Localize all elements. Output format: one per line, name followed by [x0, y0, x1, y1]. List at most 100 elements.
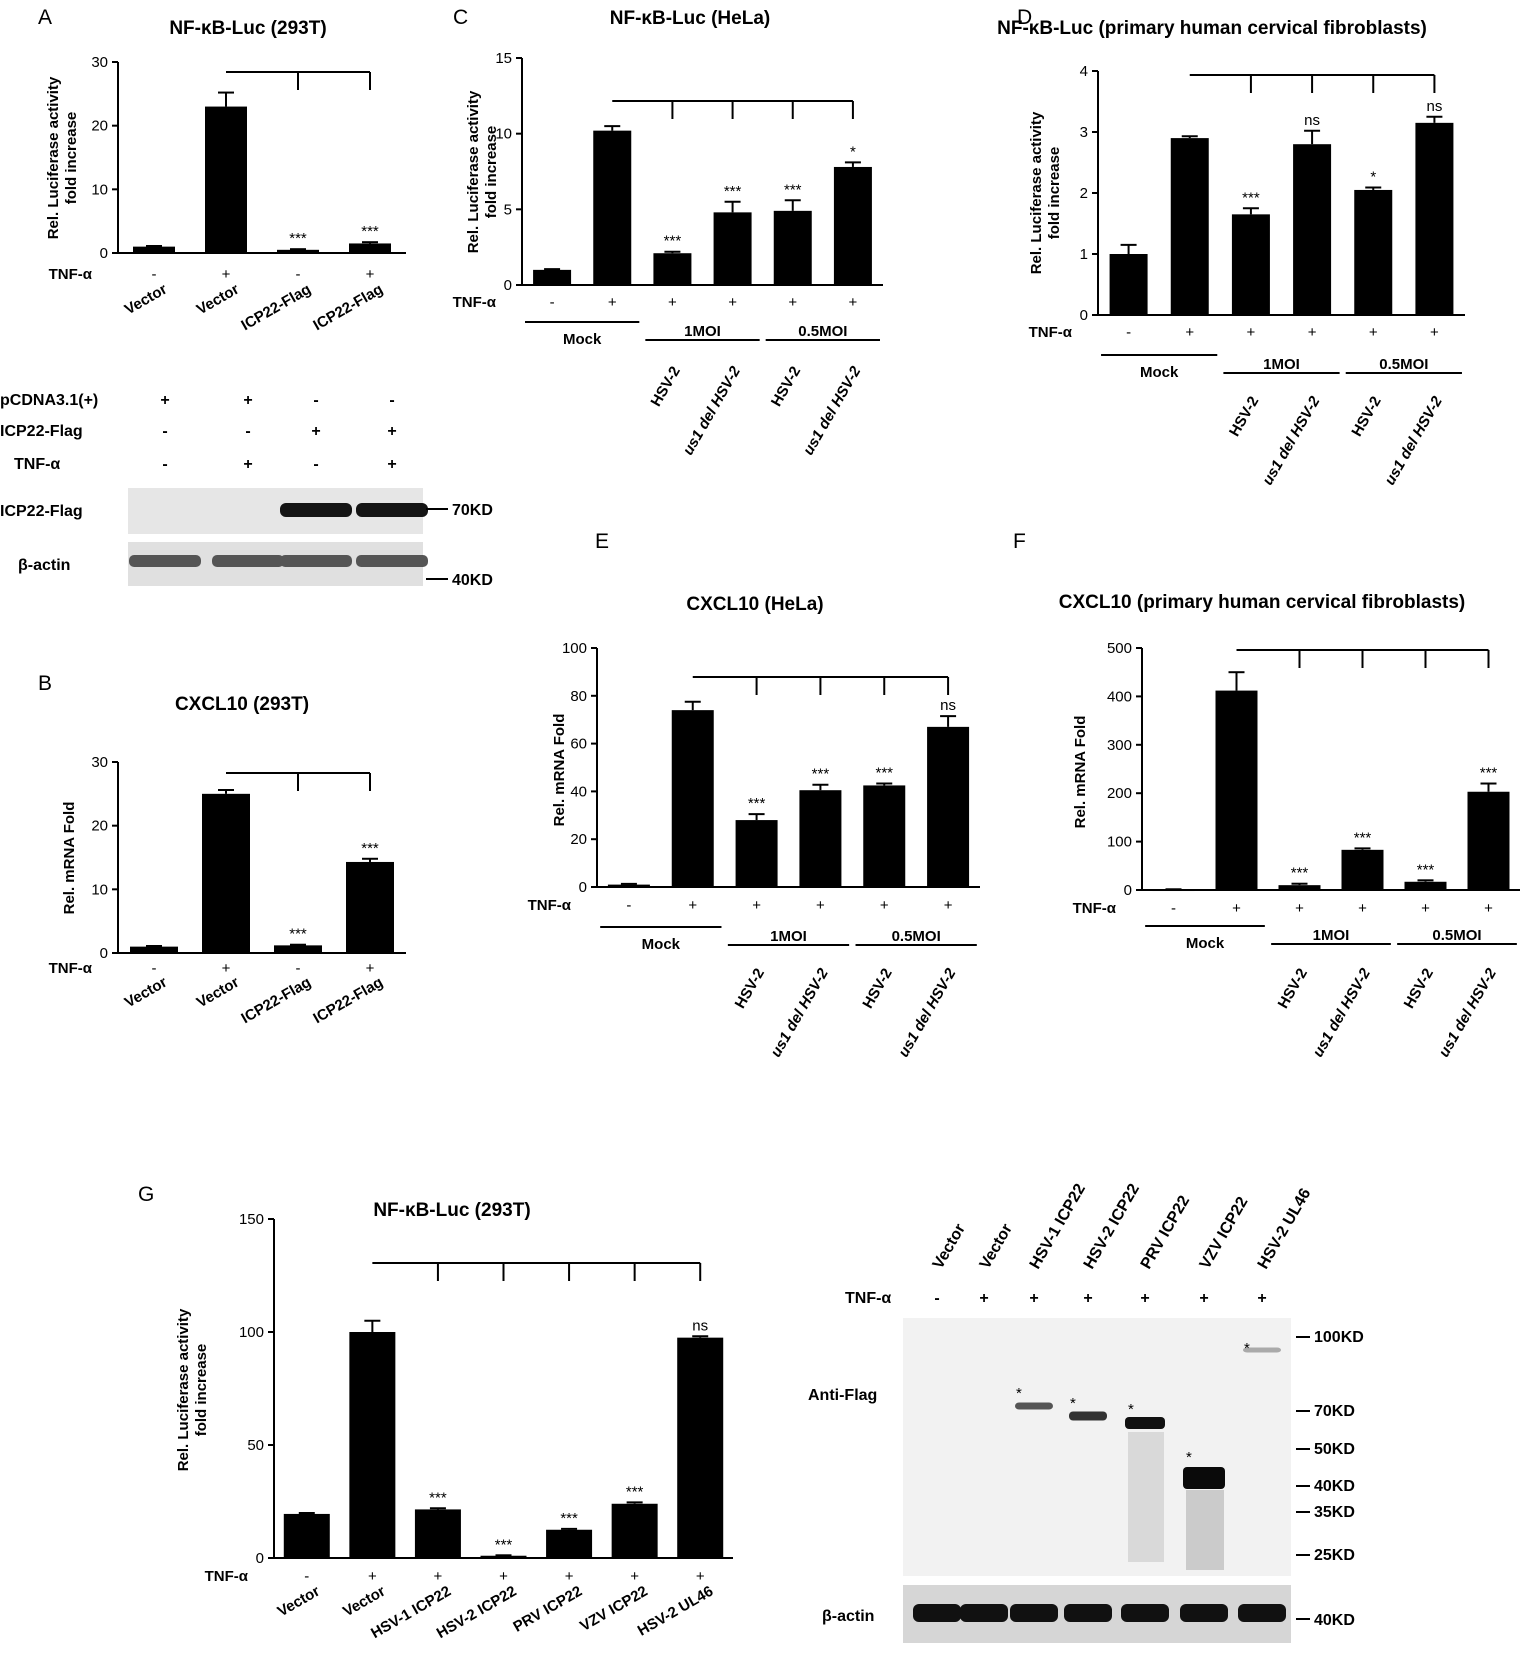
significance-mark: ***	[361, 223, 379, 240]
blot-band	[1180, 1604, 1228, 1622]
bar	[1404, 881, 1447, 890]
y-axis-label: Rel. mRNA Fold	[61, 802, 78, 915]
marker-label: 70KD	[452, 502, 493, 519]
marker-label: 35KD	[1314, 1504, 1355, 1521]
x-category-label: ICP22-Flag	[238, 281, 314, 334]
blot-band	[356, 503, 428, 517]
bar	[349, 243, 391, 253]
treatment-label: TNF-α	[528, 897, 572, 914]
significance-mark: ***	[748, 795, 766, 812]
significance-mark: ***	[1480, 765, 1498, 782]
y-tick-label: 4	[1080, 63, 1088, 80]
significance-mark: *	[1370, 169, 1376, 186]
y-tick-label: 10	[495, 126, 512, 143]
bar	[735, 820, 778, 887]
y-tick-label: 1	[1080, 246, 1088, 263]
blot-band	[1183, 1467, 1225, 1489]
blot-row-sign: -	[313, 456, 318, 473]
bar	[283, 1513, 330, 1558]
blot-smear	[1128, 1432, 1164, 1562]
blot-band-label: ICP22-Flag	[0, 503, 83, 520]
bar	[1354, 189, 1393, 315]
group-label: 0.5MOI	[1432, 927, 1481, 944]
treatment-sign: +	[1484, 900, 1493, 917]
x-category-label: Vector	[194, 281, 242, 319]
blot-band	[280, 503, 352, 517]
significance-mark: ***	[784, 181, 802, 198]
y-tick-label: 100	[239, 1324, 264, 1341]
treatment-sign: -	[550, 294, 555, 311]
significance-mark: *	[850, 143, 856, 160]
blot-row-sign: +	[243, 392, 252, 409]
lane-treatment-sign: -	[934, 1290, 939, 1307]
y-axis-label-line: Rel. mRNA Fold	[1072, 716, 1089, 829]
y-tick-label: 30	[91, 54, 108, 71]
lane-treatment-sign: +	[1140, 1290, 1149, 1307]
y-axis-label-line: Rel. Luciferase activity	[1028, 111, 1045, 274]
y-axis-label-line: Rel. Luciferase activity	[45, 76, 62, 239]
treatment-sign: -	[1171, 900, 1176, 917]
lane-treatment-sign: +	[1029, 1290, 1038, 1307]
y-tick-label: 0	[100, 245, 108, 262]
treatment-sign: +	[366, 266, 375, 283]
chart-panel-C: C NF-κB-Luc (HeLa) Rel. Luciferase activit…	[453, 6, 883, 458]
y-tick-label: 0	[1124, 882, 1132, 899]
treatment-sign: +	[565, 1568, 574, 1585]
significance-mark: ***	[289, 230, 307, 247]
x-category-label: us1 del HSV-2	[680, 363, 745, 458]
bar	[1215, 690, 1258, 890]
blot-row-label: ICP22-Flag	[0, 423, 83, 440]
significance-mark: ns	[1426, 98, 1442, 115]
y-tick-label: 5	[504, 201, 512, 218]
y-axis-label-line: fold increase	[483, 126, 500, 219]
y-tick-label: 100	[562, 640, 587, 657]
band-asterisk: *	[1186, 1449, 1192, 1466]
y-axis-label-line: Rel. Luciferase activity	[465, 90, 482, 253]
bar	[1467, 791, 1510, 890]
x-category-label: HSV-2	[647, 364, 683, 410]
treatment-sign: +	[222, 960, 231, 977]
treatment-label: TNF-α	[1073, 900, 1117, 917]
significance-mark: ***	[495, 1536, 513, 1553]
blot-band	[1238, 1604, 1286, 1622]
y-tick-label: 80	[570, 688, 587, 705]
x-category-label: ICP22-Flag	[238, 974, 314, 1027]
x-category-label: HSV-2	[859, 966, 895, 1012]
group-label: 1MOI	[770, 928, 807, 945]
x-category-label: Vector	[275, 1583, 323, 1621]
y-tick-label: 2	[1080, 185, 1088, 202]
treatment-sign: -	[296, 960, 301, 977]
treatment-sign: +	[366, 960, 375, 977]
chart-panel-F: F CXCL10 (primary human cervical fibrobla…	[1013, 530, 1520, 1060]
significance-mark: ***	[560, 1510, 578, 1527]
blot-band	[960, 1604, 1008, 1622]
x-category-label: ICP22-Flag	[310, 281, 386, 334]
x-category-label: Vector	[340, 1583, 388, 1621]
bar	[202, 793, 250, 953]
bar	[593, 130, 632, 285]
chart-title: CXCL10 (293T)	[175, 694, 309, 715]
treatment-sign: +	[668, 294, 677, 311]
x-category-label: us1 del HSV-2	[800, 363, 865, 458]
bar	[671, 710, 714, 887]
y-tick-label: 15	[495, 50, 512, 67]
y-tick-label: 150	[239, 1211, 264, 1228]
y-tick-label: 40	[570, 783, 587, 800]
x-category-label: HSV-2	[768, 364, 804, 410]
x-category-label: us1 del HSV-2	[1435, 965, 1500, 1060]
blot-band	[129, 555, 201, 567]
treatment-sign: -	[152, 266, 157, 283]
blot-row-sign: +	[387, 456, 396, 473]
bar	[546, 1529, 593, 1558]
treatment-sign: +	[1247, 324, 1256, 341]
x-category-label: us1 del HSV-2	[1309, 965, 1374, 1060]
significance-mark: ns	[940, 697, 956, 714]
chart-title: CXCL10 (primary human cervical fibroblas…	[1059, 592, 1466, 613]
blot-row-sign: -	[313, 392, 318, 409]
bar	[713, 212, 752, 285]
bar	[1415, 122, 1454, 315]
treatment-sign: -	[1126, 324, 1131, 341]
treatment-sign: +	[368, 1568, 377, 1585]
blot-band	[356, 555, 428, 567]
blot-band	[1125, 1417, 1165, 1429]
